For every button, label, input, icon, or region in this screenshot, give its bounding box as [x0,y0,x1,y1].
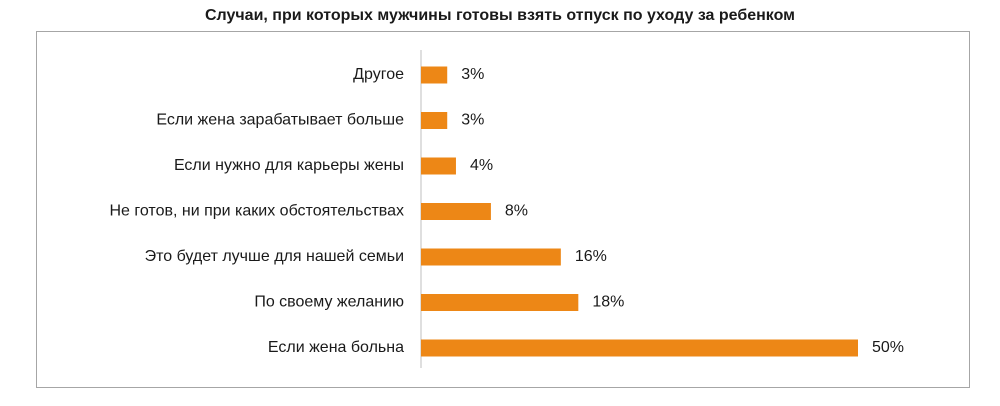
category-label: По своему желанию [254,294,404,311]
bar [421,157,456,175]
bar [421,203,491,220]
bar [421,339,858,357]
bar [421,112,448,129]
data-label: 4% [470,157,493,174]
category-label: Если жена зарабатывает больше [156,112,404,129]
category-label: Это будет лучше для нашей семьи [145,248,404,265]
data-label: 16% [575,248,607,265]
data-label: 3% [461,66,484,83]
category-label: Другое [353,66,404,83]
category-label: Если нужно для карьеры жены [174,157,404,174]
data-label: 3% [461,112,484,129]
bar [421,294,579,311]
data-label: 50% [872,339,904,356]
category-label: Если жена больна [268,339,404,356]
data-label: 8% [505,203,528,220]
chart-title: Случаи, при которых мужчины готовы взять… [204,7,795,24]
bar [421,66,448,84]
category-label: Не готов, ни при каких обстоятельствах [110,203,405,220]
bar [421,248,561,266]
chart-frame [36,31,970,388]
data-label: 18% [592,294,624,311]
